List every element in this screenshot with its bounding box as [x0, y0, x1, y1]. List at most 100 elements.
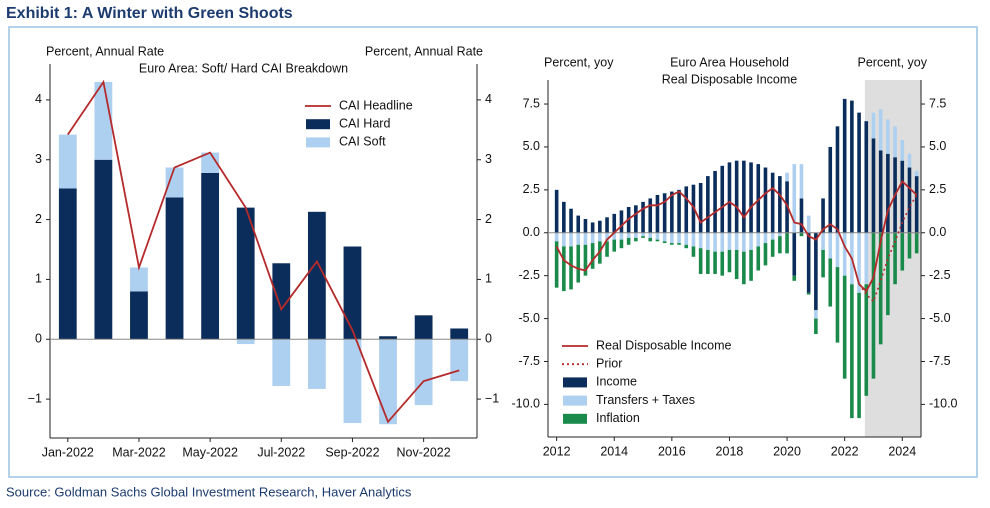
bar [450, 339, 469, 382]
bar [806, 215, 811, 233]
bar [691, 232, 696, 247]
y-tick-label: 0.0 [523, 225, 540, 239]
bar [914, 176, 919, 233]
chart-title: Euro Area: Soft/ Hard CAI Breakdown [139, 61, 348, 75]
y2-axis-label: Percent, yoy [858, 55, 928, 69]
bar [799, 198, 804, 233]
bar [814, 309, 818, 319]
bar [684, 186, 689, 233]
bar [648, 237, 653, 242]
bar [677, 189, 681, 233]
bar [799, 232, 804, 237]
bar [379, 339, 397, 425]
bar [583, 244, 588, 276]
bar [698, 182, 703, 233]
bar [914, 170, 919, 177]
legend-swatch [563, 377, 587, 388]
bar [698, 232, 703, 249]
bar [821, 198, 825, 233]
bar [698, 248, 703, 274]
bar [720, 165, 725, 233]
bar [94, 81, 113, 160]
bar [864, 121, 869, 233]
bar [670, 232, 674, 244]
legend-label: CAI Hard [339, 116, 390, 130]
legend-label: Transfers + Taxes [596, 393, 695, 407]
bar [900, 232, 905, 271]
bar [828, 146, 833, 233]
bar [58, 134, 77, 189]
bar [554, 241, 559, 288]
y2-tick-label: -10.0 [929, 397, 958, 411]
y-tick-label: 0 [35, 332, 42, 346]
bar [201, 172, 220, 340]
bar [778, 176, 782, 233]
bar [864, 284, 869, 396]
bar [612, 213, 617, 233]
bar [850, 284, 854, 419]
bar [662, 193, 667, 233]
y2-tick-label: 2 [485, 212, 492, 226]
bar [641, 236, 645, 238]
bar [569, 246, 573, 290]
bar [878, 232, 883, 345]
y2-tick-label: -5.0 [929, 311, 951, 325]
y-tick-label: -2.5 [518, 268, 540, 282]
bar [619, 239, 624, 249]
bar [569, 208, 573, 233]
bar [900, 140, 905, 161]
bar [770, 239, 775, 257]
bar [605, 217, 609, 233]
bar [583, 232, 588, 245]
bar [414, 315, 433, 340]
chart-title: Real Disposable Income [662, 72, 798, 86]
x-tick-label: Jan-2022 [42, 445, 94, 459]
bar [907, 153, 912, 168]
bar [130, 291, 148, 340]
bar [641, 232, 645, 237]
bar [814, 232, 818, 310]
exhibit-title: Exhibit 1: A Winter with Green Shoots [6, 5, 293, 22]
bar [619, 232, 624, 240]
bar [821, 249, 825, 278]
bar [576, 232, 581, 245]
bar [590, 232, 595, 244]
bar [379, 336, 397, 340]
y2-tick-label: -2.5 [929, 268, 951, 282]
y2-tick-label: -7.5 [929, 354, 951, 368]
bar [907, 232, 912, 259]
bar [677, 243, 681, 245]
bar [857, 232, 861, 293]
bar [554, 232, 559, 242]
bar [814, 318, 818, 335]
bar [835, 232, 840, 268]
legend-swatch [306, 137, 330, 148]
bar [734, 249, 739, 280]
bar [835, 126, 840, 233]
bar [684, 232, 689, 245]
y-tick-label: -7.5 [518, 354, 540, 368]
bar [907, 167, 912, 233]
bar [871, 112, 876, 139]
bar [662, 241, 667, 244]
bar [272, 263, 291, 340]
bar [130, 267, 148, 292]
bar [756, 164, 761, 233]
x-tick-label: 2022 [831, 444, 859, 458]
y-tick-label: 1 [35, 272, 42, 286]
line [858, 194, 918, 303]
bar [742, 232, 746, 252]
bar [655, 232, 660, 240]
bar [165, 167, 184, 198]
y-tick-label: 3 [35, 152, 42, 166]
y2-tick-label: 7.5 [929, 96, 946, 110]
x-tick-label: Jul-2022 [257, 445, 305, 459]
bar [670, 191, 674, 233]
bar [648, 198, 653, 233]
bar [598, 232, 602, 242]
bar [749, 232, 753, 250]
bar [590, 243, 595, 269]
bar [605, 232, 609, 242]
bar [828, 258, 833, 307]
legend-label: CAI Headline [339, 98, 413, 112]
